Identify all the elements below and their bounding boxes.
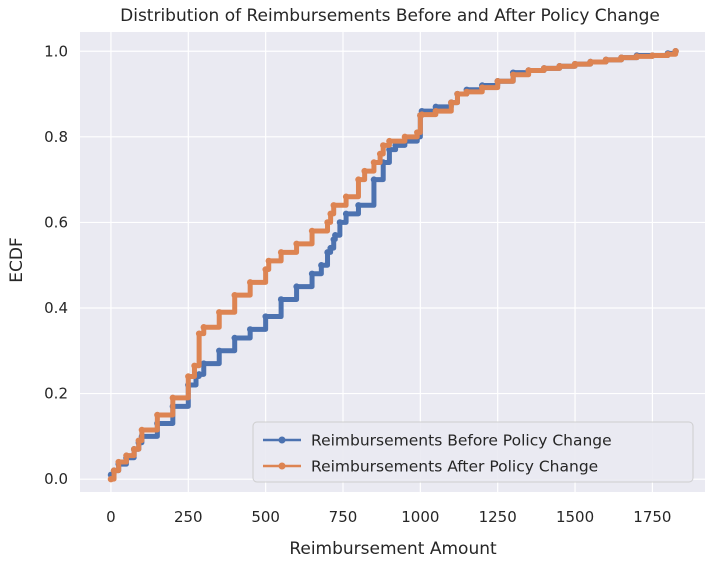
data-point <box>587 58 594 66</box>
data-point <box>195 330 203 337</box>
data-point <box>265 257 272 265</box>
data-point <box>308 270 316 277</box>
data-point <box>308 227 316 235</box>
data-point <box>336 219 344 226</box>
legend-label: Reimbursements Before Policy Change <box>311 432 612 450</box>
x-tick-label: 0 <box>106 508 116 526</box>
data-point <box>540 65 548 72</box>
data-point <box>494 78 501 85</box>
legend-box <box>252 421 694 483</box>
x-tick-label: 1000 <box>401 508 439 526</box>
x-axis-title: Reimbursement Amount <box>289 539 497 559</box>
plot-area <box>80 32 705 492</box>
data-point <box>342 193 350 200</box>
data-point <box>293 283 300 290</box>
data-point <box>185 373 192 380</box>
data-point <box>277 249 285 256</box>
data-point <box>154 411 161 419</box>
data-point <box>327 244 334 252</box>
data-point <box>135 437 142 444</box>
series-after <box>107 48 679 483</box>
data-point <box>330 202 337 209</box>
data-point <box>318 262 325 269</box>
x-tick-label: 1500 <box>556 508 594 526</box>
grid <box>80 32 705 492</box>
y-tick-label: 1.0 <box>44 42 68 60</box>
data-point <box>392 142 399 149</box>
data-point <box>664 51 672 58</box>
series-layer <box>107 48 679 483</box>
data-point <box>418 111 426 118</box>
chart-title: Distribution of Reimbursements Before an… <box>120 6 660 26</box>
data-point <box>191 362 198 369</box>
data-point <box>216 309 223 316</box>
data-point <box>262 313 269 320</box>
data-point <box>169 394 177 402</box>
data-point <box>246 279 254 286</box>
data-point <box>571 60 579 68</box>
x-tick-label: 1250 <box>479 508 517 526</box>
x-tick-label: 750 <box>329 508 358 526</box>
data-point <box>107 475 115 483</box>
data-point <box>401 133 409 141</box>
legend-marker <box>278 436 286 444</box>
data-point <box>525 67 532 74</box>
data-point <box>231 291 238 299</box>
data-point <box>509 71 517 78</box>
data-point <box>454 90 461 98</box>
data-point <box>342 210 350 218</box>
data-point <box>672 48 679 55</box>
y-tick-label: 0.6 <box>44 213 68 231</box>
data-point <box>556 63 563 70</box>
data-point <box>115 458 122 466</box>
legend-marker <box>278 462 286 470</box>
data-point <box>361 167 368 175</box>
data-point <box>386 137 393 145</box>
data-point <box>246 326 254 333</box>
x-tick-label: 1750 <box>633 508 671 526</box>
data-point <box>324 219 331 226</box>
legend-label: Reimbursements After Policy Change <box>311 458 598 476</box>
data-point <box>195 371 203 378</box>
data-point <box>479 84 486 91</box>
data-point <box>262 266 269 273</box>
data-point <box>463 88 470 96</box>
data-point <box>386 146 393 153</box>
data-point <box>355 202 362 209</box>
data-point <box>602 56 610 64</box>
y-axis-title: ECDF <box>7 237 27 282</box>
data-point <box>110 467 118 474</box>
data-point <box>448 99 455 106</box>
data-point <box>414 129 421 136</box>
data-point <box>376 150 384 158</box>
tick-labels: 0 250 500 750 1000 1250 1500 1750 0.0 0.2 0.4 0.6 0.… <box>44 42 671 526</box>
data-point <box>332 232 339 239</box>
legend: Reimbursements Before Policy Change Reimb… <box>252 421 694 483</box>
data-point <box>231 334 238 342</box>
data-point <box>216 347 223 354</box>
data-point <box>130 446 138 453</box>
y-tick-label: 0.4 <box>44 299 68 317</box>
data-point <box>618 54 625 61</box>
data-point <box>277 296 285 303</box>
data-point <box>649 52 656 59</box>
x-tick-label: 500 <box>251 508 280 526</box>
data-point <box>370 176 378 183</box>
data-point <box>633 53 641 60</box>
data-point <box>200 324 207 331</box>
y-tick-label: 0.0 <box>44 470 68 488</box>
y-tick-label: 0.2 <box>44 385 68 403</box>
x-tick-label: 250 <box>174 508 203 526</box>
data-point <box>123 452 130 459</box>
data-point <box>370 159 378 166</box>
data-point <box>432 107 440 115</box>
data-point <box>138 426 146 434</box>
data-point <box>293 240 300 248</box>
data-point <box>200 360 207 367</box>
data-point <box>380 142 387 149</box>
y-tick-label: 0.8 <box>44 128 68 146</box>
data-point <box>355 176 362 183</box>
data-point <box>327 210 334 218</box>
